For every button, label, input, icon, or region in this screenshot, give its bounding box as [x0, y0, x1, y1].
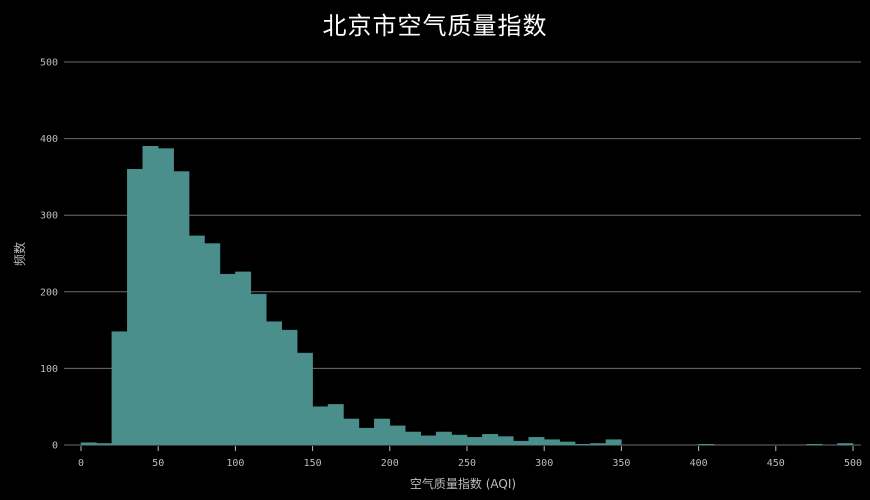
- histogram-bar: [80, 442, 97, 446]
- x-tick-label: 450: [767, 458, 785, 469]
- histogram-bar: [188, 235, 205, 446]
- histogram-bars: [80, 146, 854, 446]
- histogram-bar: [698, 443, 715, 446]
- histogram-bar: [127, 168, 144, 446]
- y-axis-label: 频数: [12, 242, 27, 266]
- x-tick-label: 300: [535, 458, 553, 469]
- histogram-bar: [266, 321, 282, 446]
- y-tick-label: 300: [40, 211, 58, 222]
- x-tick-label: 400: [690, 458, 708, 469]
- histogram-bar: [374, 418, 391, 446]
- x-tick-label: 500: [844, 458, 862, 469]
- histogram-bar: [543, 439, 560, 446]
- x-tick-label: 250: [458, 458, 476, 469]
- y-tick-label: 0: [52, 441, 58, 452]
- histogram-bar: [235, 271, 252, 446]
- histogram-bar: [404, 431, 421, 446]
- x-tick-label: 350: [612, 458, 630, 469]
- histogram-bar: [451, 434, 468, 446]
- histogram-bar: [111, 331, 128, 446]
- x-tick-label: 0: [78, 458, 84, 469]
- histogram-bar: [312, 406, 329, 446]
- histogram-bar: [466, 437, 483, 446]
- histogram-bar: [590, 443, 607, 446]
- histogram-bar: [173, 171, 190, 446]
- histogram-bar: [157, 148, 174, 446]
- chart-title: 北京市空气质量指数: [322, 12, 548, 40]
- x-axis-ticks: 0 50 100 150 200 250 300 350 400 450 500: [78, 446, 862, 469]
- histogram-bar: [296, 352, 313, 446]
- histogram-bar: [837, 443, 854, 446]
- histogram-bar: [389, 425, 406, 446]
- x-tick-label: 50: [152, 458, 164, 469]
- histogram-bar: [435, 431, 452, 446]
- y-tick-label: 500: [40, 58, 58, 69]
- x-tick-label: 150: [304, 458, 322, 469]
- histogram-bar: [574, 443, 591, 446]
- histogram-bar: [327, 404, 344, 446]
- x-tick-label: 200: [381, 458, 399, 469]
- histogram-bar: [420, 435, 437, 446]
- histogram-bar: [281, 329, 298, 446]
- histogram-bar: [605, 439, 622, 446]
- histogram-bar: [204, 243, 221, 446]
- histogram-bar: [806, 443, 823, 446]
- y-tick-label: 400: [40, 134, 58, 145]
- histogram-bar: [343, 418, 360, 446]
- y-axis-ticks: 0 100 200 300 400 500: [40, 58, 58, 452]
- histogram-bar: [559, 441, 576, 446]
- histogram-bar: [528, 437, 545, 446]
- histogram-bar: [482, 434, 499, 446]
- histogram-bar: [219, 273, 236, 446]
- histogram-bar: [358, 427, 375, 446]
- y-tick-label: 100: [40, 364, 58, 375]
- histogram-bar: [96, 443, 113, 446]
- y-tick-label: 200: [40, 287, 58, 298]
- histogram-bar: [497, 436, 514, 446]
- histogram-bar: [142, 146, 159, 446]
- histogram-bar: [250, 293, 267, 446]
- x-tick-label: 100: [226, 458, 244, 469]
- histogram-bar: [513, 440, 530, 446]
- x-axis-label: 空气质量指数 (AQI): [410, 476, 516, 491]
